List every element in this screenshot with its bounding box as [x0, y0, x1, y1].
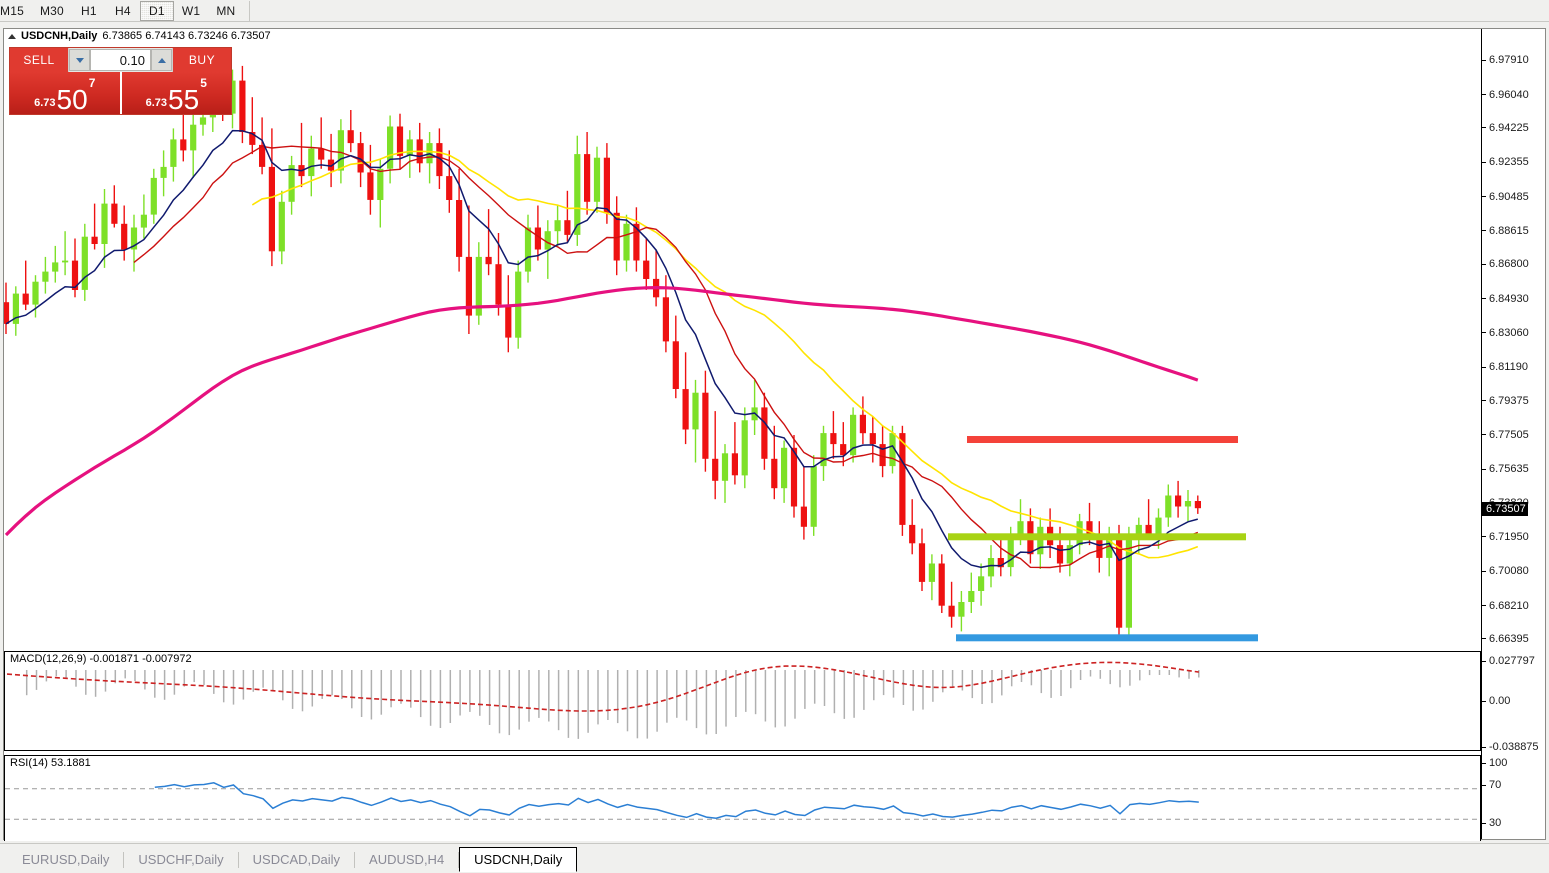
chart-window: USDCNH,Daily 6.73865 6.74143 6.73246 6.7…: [3, 28, 1546, 859]
rsi-chart-svg: [5, 782, 1480, 820]
price-tick: 6.92355: [1482, 156, 1529, 168]
buy-price-fraction: 5: [200, 76, 207, 90]
tab-separator: [237, 852, 239, 868]
price-tick: 6.71950: [1482, 531, 1529, 543]
macd-chart-svg: [6, 661, 1200, 739]
tf-button-m15[interactable]: M15: [0, 3, 24, 18]
chart-ohlc-values: 6.73865 6.74143 6.73246 6.73507: [102, 30, 271, 42]
macd-label: MACD(12,26,9) -0.001871 -0.007972: [10, 653, 195, 665]
price-tick: 6.88615: [1482, 225, 1529, 237]
tab-separator: [354, 852, 356, 868]
buy-price-big: 55: [168, 84, 200, 115]
one-click-trading-panel[interactable]: SELL 0.10 BUY 6.73 50 7 6.73 55 5: [9, 47, 232, 115]
price-tick: 6.81190: [1482, 361, 1528, 373]
timeframe-toolbar: M15 M30 H1 H4 D1 W1 MN: [0, 0, 1549, 22]
price-tick: 6.70080: [1482, 565, 1529, 577]
volume-decrease-button[interactable]: [69, 49, 90, 71]
tf-button-m30[interactable]: M30: [39, 3, 64, 18]
tf-button-mn[interactable]: MN: [216, 3, 236, 18]
sell-price-prefix: 6.73: [34, 97, 56, 109]
price-tick: 6.68210: [1482, 600, 1529, 612]
rsi-tick: 30: [1482, 817, 1501, 829]
tf-button-w1[interactable]: W1: [181, 3, 201, 18]
macd-pane[interactable]: MACD(12,26,9) -0.001871 -0.007972: [4, 651, 1481, 751]
price-scale[interactable]: 6.97910 6.96040 6.94225 6.92355 6.90485 6.886…: [1482, 43, 1545, 853]
rsi-tick: 100: [1482, 757, 1507, 769]
macd-tick: 0.027797: [1482, 655, 1535, 667]
price-tick: 6.86800: [1482, 258, 1529, 270]
price-tick: 6.79375: [1482, 395, 1529, 407]
chevron-up-icon: [157, 57, 166, 63]
chart-titlebar: USDCNH,Daily 6.73865 6.74143 6.73246 6.7…: [4, 29, 1545, 43]
chart-symbol-label: USDCNH,Daily: [21, 30, 98, 42]
price-tick: 6.94225: [1482, 122, 1529, 134]
chevron-down-icon: [75, 57, 84, 63]
volume-input[interactable]: 0.10: [90, 49, 151, 71]
chart-tabbar[interactable]: EURUSD,Daily USDCHF,Daily USDCAD,Daily AUDU…: [0, 843, 1549, 873]
price-tick: 6.96040: [1482, 89, 1529, 101]
toolbar-separator: [249, 0, 251, 21]
sell-price-display[interactable]: 6.73 50 7: [10, 72, 120, 114]
chart-tab-usdchf-daily[interactable]: USDCHF,Daily: [138, 851, 224, 867]
tab-separator: [458, 852, 460, 868]
chart-tab-audusd-h4[interactable]: AUDUSD,H4: [369, 851, 445, 867]
tf-button-h1[interactable]: H1: [81, 3, 97, 18]
price-tick: 6.77505: [1482, 429, 1529, 441]
oct-top-row: SELL 0.10 BUY: [10, 48, 231, 72]
price-chart-svg: [4, 62, 1258, 642]
price-tick: 6.75635: [1482, 463, 1529, 475]
sell-button[interactable]: SELL: [10, 48, 68, 72]
buy-button[interactable]: BUY: [173, 48, 231, 72]
price-pane[interactable]: [4, 43, 1481, 647]
price-tick: 6.97910: [1482, 54, 1529, 66]
oct-price-row: 6.73 50 7 6.73 55 5: [10, 72, 231, 114]
volume-increase-button[interactable]: [151, 49, 172, 71]
volume-control[interactable]: 0.10: [68, 48, 173, 72]
tf-button-d1[interactable]: D1: [139, 0, 174, 21]
price-tick: 6.84930: [1482, 293, 1529, 305]
tf-button-h4[interactable]: H4: [115, 3, 131, 18]
rsi-label: RSI(14) 53.1881: [10, 757, 94, 769]
price-tick: 6.66395: [1482, 633, 1529, 645]
chart-tab-usdcnh-daily[interactable]: USDCNH,Daily: [459, 847, 578, 872]
price-tick: 6.83060: [1482, 327, 1529, 339]
buy-price-prefix: 6.73: [145, 97, 168, 109]
price-tick: 6.90485: [1482, 191, 1529, 203]
collapse-triangle-icon[interactable]: [8, 33, 16, 39]
rsi-pane[interactable]: RSI(14) 53.1881: [4, 755, 1481, 851]
sell-price-big: 50: [56, 84, 88, 115]
macd-tick: 0.00: [1482, 695, 1510, 707]
buy-price-display[interactable]: 6.73 55 5: [121, 72, 231, 115]
chart-tab-usdcad-daily[interactable]: USDCAD,Daily: [252, 851, 341, 867]
tab-separator: [123, 852, 125, 868]
sell-price-fraction: 7: [88, 76, 96, 90]
scale-divider: [1481, 29, 1482, 839]
current-price-label: 6.73507: [1482, 502, 1528, 517]
chart-tab-eurusd-daily[interactable]: EURUSD,Daily: [22, 851, 110, 867]
rsi-tick: 70: [1482, 779, 1501, 791]
macd-tick: -0.038875: [1482, 741, 1539, 753]
